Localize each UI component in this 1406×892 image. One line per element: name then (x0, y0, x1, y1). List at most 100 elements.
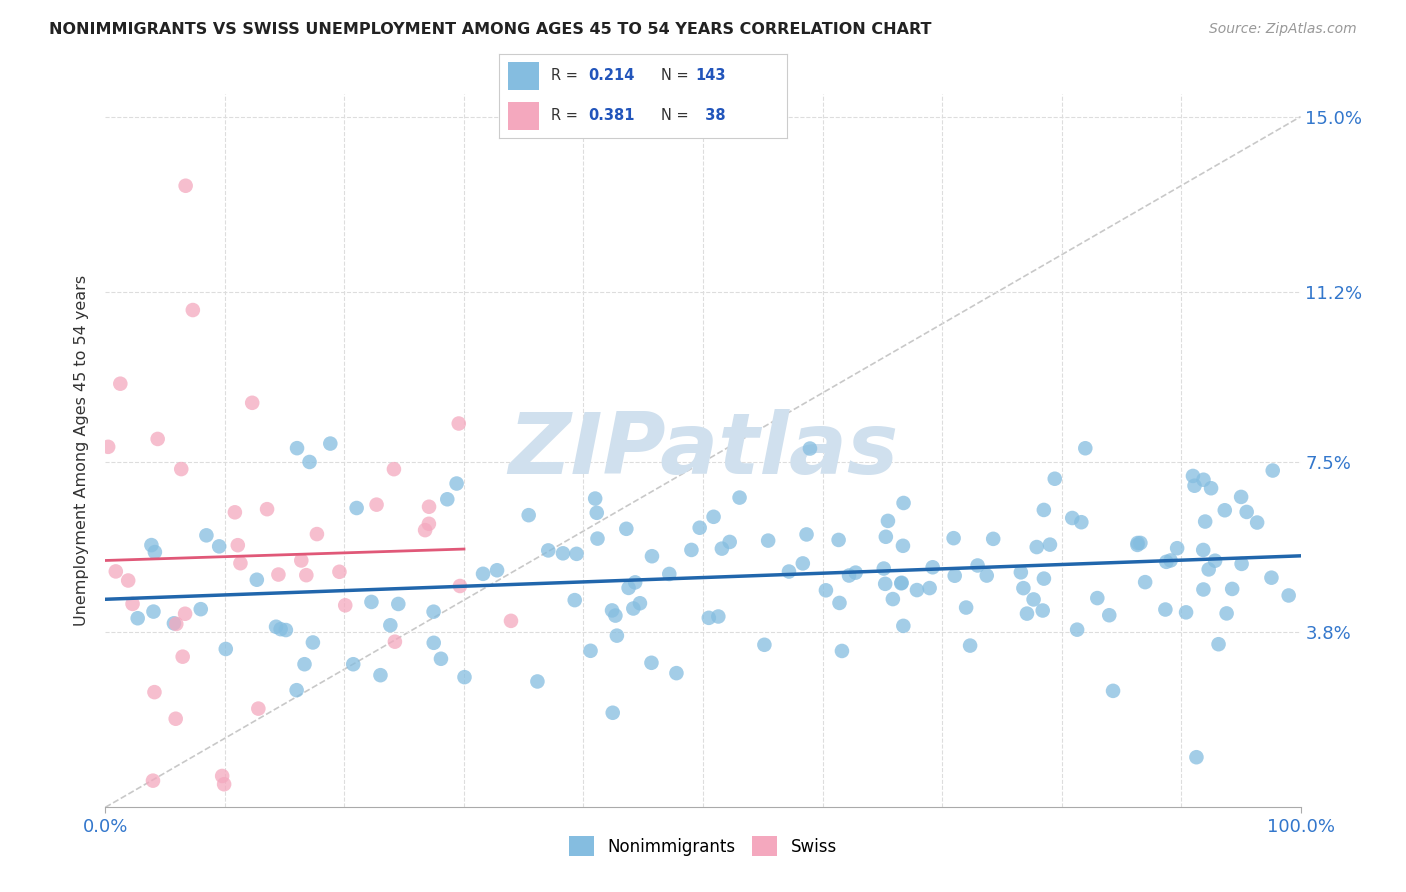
Point (976, 568, 998, 582)
Point (446, 476, 468, 491)
Point (172, 649, 194, 664)
Point (360, 595, 382, 609)
Point (264, 620, 287, 634)
Point (143, 685, 166, 699)
Point (256, 502, 278, 516)
Point (270, 622, 292, 636)
Point (707, 609, 730, 624)
Point (1062, 511, 1084, 525)
Point (628, 596, 651, 610)
Point (384, 634, 406, 648)
Point (891, 619, 914, 633)
Point (121, 597, 143, 611)
Point (955, 600, 977, 615)
Point (1194, 515, 1216, 529)
Point (1215, 607, 1237, 621)
Point (1156, 555, 1178, 569)
Point (97, 440, 120, 454)
Point (605, 608, 627, 623)
Point (614, 522, 637, 536)
Point (1066, 623, 1088, 637)
Point (754, 638, 776, 652)
Point (319, 436, 342, 450)
Point (778, 565, 800, 579)
Point (1184, 479, 1206, 493)
Point (298, 455, 321, 469)
Point (170, 462, 193, 476)
Point (165, 616, 187, 631)
Point (583, 491, 606, 506)
Point (1204, 554, 1226, 568)
Point (526, 674, 548, 689)
Point (1074, 442, 1097, 456)
Point (658, 566, 681, 581)
Point (274, 623, 297, 637)
Point (294, 657, 316, 672)
Point (290, 553, 312, 567)
Point (346, 501, 368, 516)
Point (1192, 473, 1215, 487)
Point (422, 636, 444, 650)
Point (1160, 553, 1182, 567)
Point (267, 567, 290, 582)
Point (893, 496, 915, 510)
Point (328, 565, 350, 579)
Point (792, 557, 814, 571)
Point (756, 533, 779, 548)
Point (1246, 516, 1268, 530)
Text: 0.214: 0.214 (589, 68, 636, 83)
Point (1154, 602, 1177, 616)
Point (728, 491, 751, 505)
FancyBboxPatch shape (508, 102, 540, 130)
Text: Source: ZipAtlas.com: Source: ZipAtlas.com (1209, 22, 1357, 37)
Point (302, 635, 325, 649)
FancyBboxPatch shape (508, 62, 540, 90)
Point (449, 579, 471, 593)
Point (1015, 607, 1038, 621)
Point (565, 547, 588, 561)
Point (335, 599, 357, 613)
Point (1133, 575, 1156, 590)
Point (640, 656, 662, 670)
Point (247, 701, 270, 715)
Point (1278, 589, 1301, 603)
Point (453, 670, 475, 684)
Point (877, 514, 900, 528)
Point (195, 528, 218, 542)
Point (921, 560, 943, 574)
Point (146, 432, 169, 446)
Point (224, 505, 246, 519)
Point (796, 527, 818, 541)
Point (1098, 608, 1121, 623)
Text: N =: N = (661, 68, 693, 83)
Point (1032, 603, 1054, 617)
Point (891, 539, 914, 553)
Point (873, 561, 896, 575)
Point (966, 558, 988, 573)
Point (366, 498, 388, 512)
Point (305, 527, 328, 541)
Text: 38: 38 (695, 108, 725, 123)
Point (190, 602, 212, 616)
Point (943, 568, 966, 582)
Point (104, 565, 127, 579)
Point (422, 605, 444, 619)
Point (163, 616, 186, 631)
Point (1166, 541, 1188, 556)
Point (799, 442, 821, 456)
Point (1192, 582, 1215, 597)
Point (142, 773, 165, 788)
Text: 143: 143 (695, 68, 725, 83)
Point (1220, 582, 1243, 596)
Point (1230, 557, 1253, 571)
Point (486, 563, 509, 577)
Point (387, 597, 409, 611)
Point (981, 532, 1004, 546)
Text: NONIMMIGRANTS VS SWISS UNEMPLOYMENT AMONG AGES 45 TO 54 YEARS CORRELATION CHART: NONIMMIGRANTS VS SWISS UNEMPLOYMENT AMON… (49, 22, 932, 37)
Point (226, 538, 249, 552)
Point (586, 532, 609, 546)
Point (142, 605, 165, 619)
Point (845, 566, 868, 580)
Point (814, 583, 837, 598)
Text: ZIPatlas: ZIPatlas (508, 409, 898, 492)
